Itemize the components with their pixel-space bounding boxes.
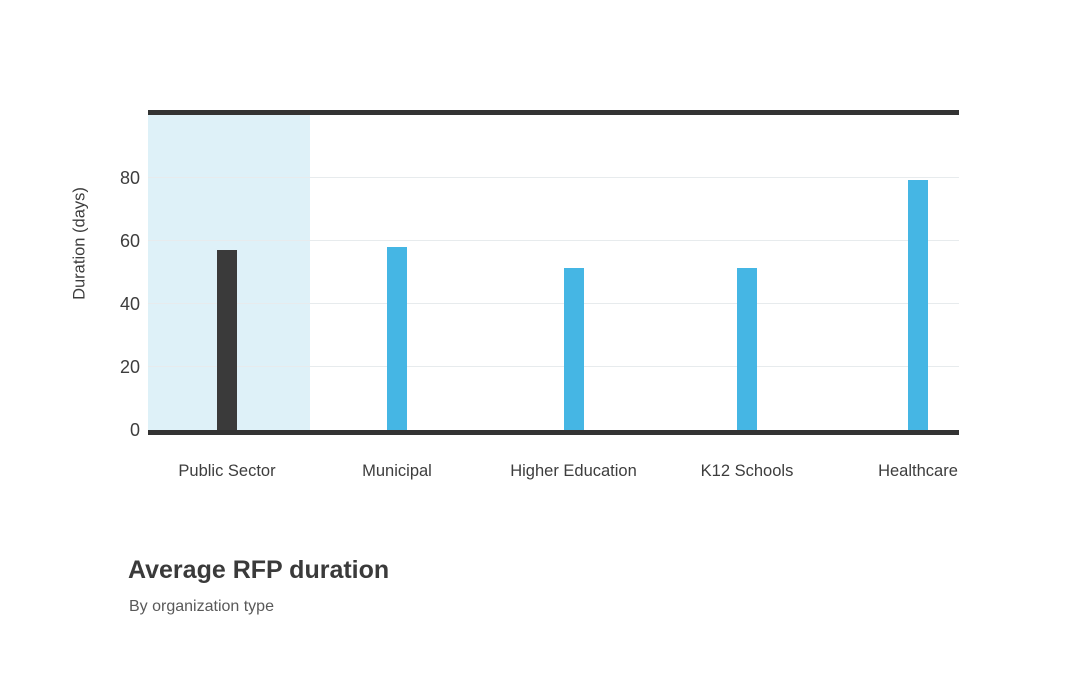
gridline-20 [148, 365, 959, 367]
bar-municipal [387, 247, 407, 430]
plot-area [148, 110, 959, 435]
bar-higher-education [563, 267, 584, 430]
x-label-healthcare: Healthcare [878, 462, 958, 480]
y-tick-20: 20 [119, 357, 140, 377]
bar-k12-schools [737, 267, 757, 430]
chart-title: Average RFP duration [128, 556, 390, 584]
top-axis-line [148, 110, 959, 115]
x-label-k12-schools: K12 Schools [700, 462, 794, 480]
chart-subtitle: By organization type [129, 598, 274, 615]
gridline-40 [148, 302, 959, 304]
bar-healthcare [908, 179, 928, 430]
x-label-higher-education: Higher Education [510, 462, 637, 480]
x-label-public-sector: Public Sector [178, 462, 276, 480]
gridline-80 [148, 176, 959, 178]
x-axis-line [148, 430, 959, 435]
gridline-60 [148, 239, 959, 241]
y-tick-0: 0 [129, 420, 140, 440]
y-tick-80: 80 [119, 168, 140, 188]
bar-public-sector [217, 250, 237, 430]
x-label-municipal: Municipal [362, 462, 432, 480]
y-tick-40: 40 [119, 294, 140, 314]
y-tick-60: 60 [119, 231, 140, 251]
